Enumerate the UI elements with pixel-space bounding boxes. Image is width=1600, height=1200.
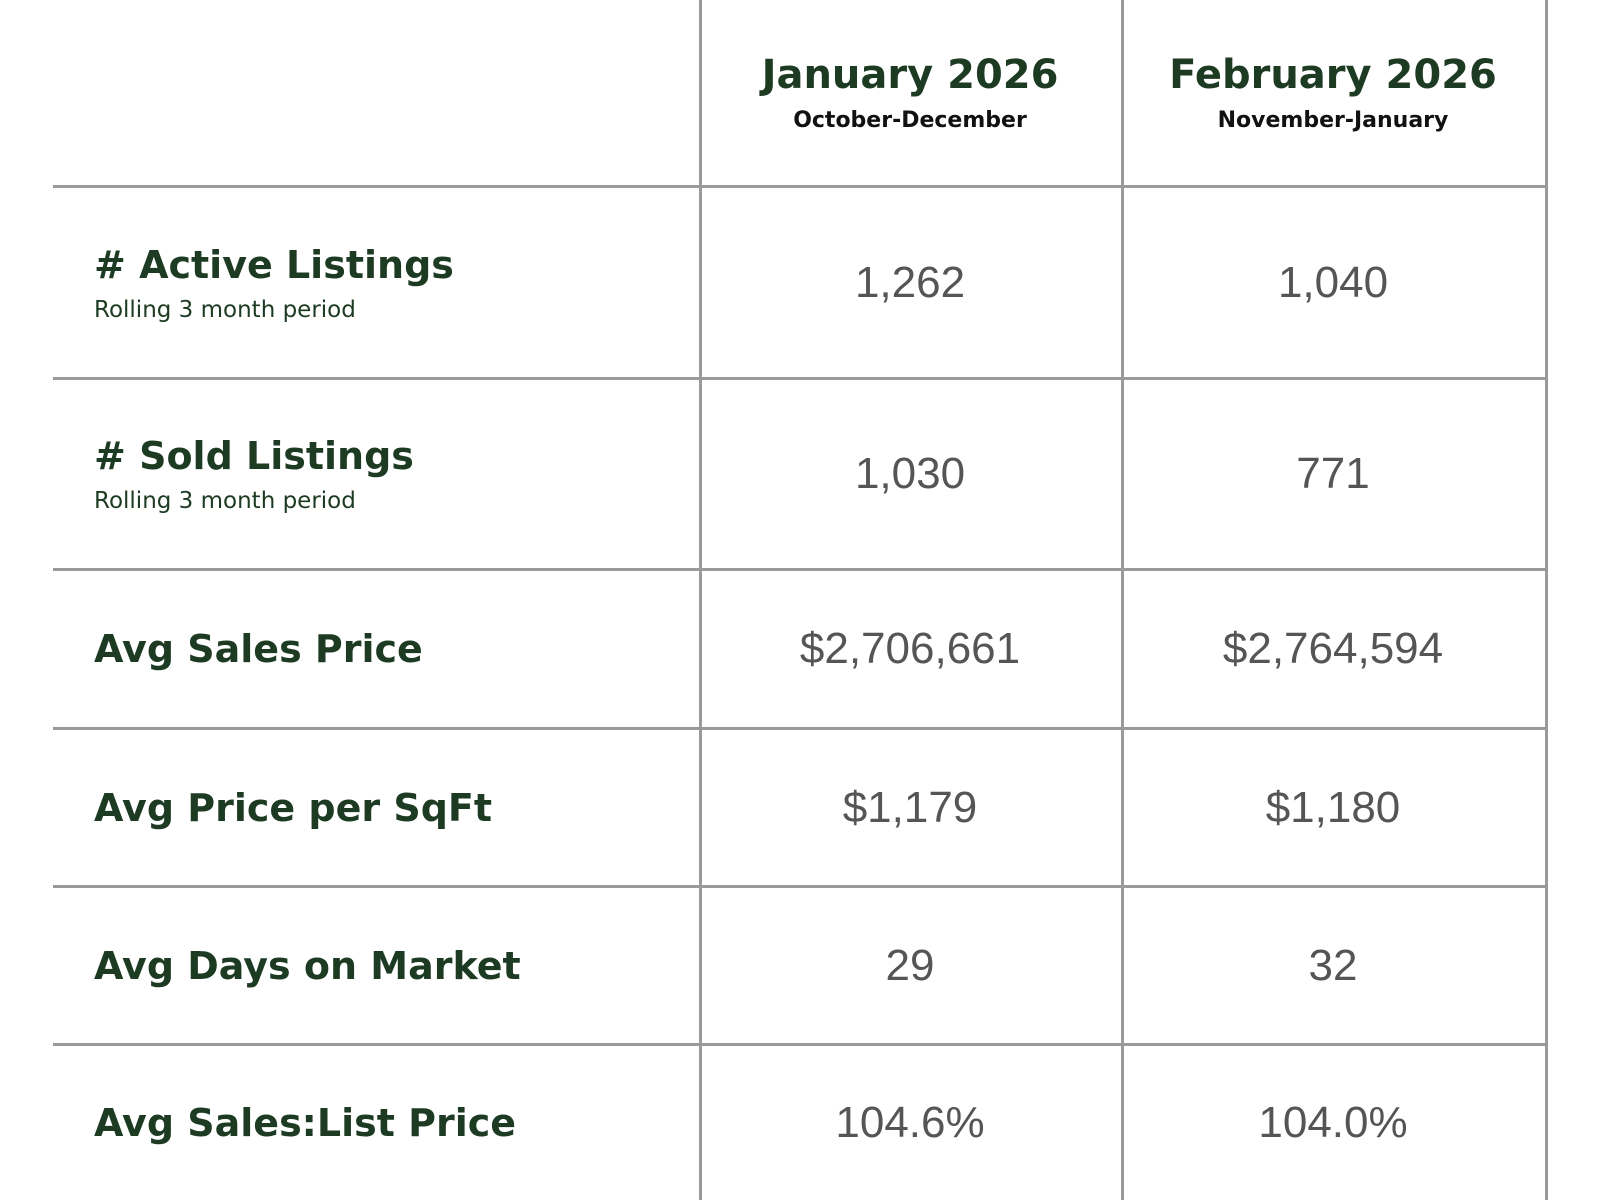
cell-value: 104.0% [1258, 1098, 1408, 1147]
cell-value: 1,030 [854, 449, 966, 498]
cell-value: 1,262 [854, 257, 966, 307]
row-label: Avg Days on Market [94, 943, 521, 988]
row-header: Avg Sales:List Price [94, 1046, 684, 1200]
column-divider [699, 0, 702, 1200]
table-cell: 1,262 [699, 188, 1121, 377]
column-title: January 2026 [761, 52, 1059, 98]
row-divider [53, 377, 1547, 380]
column-header: January 2026 October-December [699, 0, 1121, 185]
cell-value: $2,706,661 [799, 624, 1021, 673]
table-cell: $1,180 [1121, 730, 1545, 885]
row-label: Avg Sales Price [94, 627, 423, 671]
row-label: Avg Price per SqFt [94, 785, 493, 830]
column-divider [1121, 0, 1124, 1200]
row-header: Avg Days on Market [94, 888, 684, 1043]
table-cell: 771 [1121, 380, 1545, 568]
table-cell: $2,706,661 [699, 571, 1121, 727]
table-cell: 104.6% [699, 1046, 1121, 1200]
cell-value: 32 [1308, 940, 1358, 990]
row-note: Rolling 3 month period [94, 488, 356, 514]
row-divider [53, 885, 1547, 888]
cell-value: $1,179 [842, 782, 978, 832]
cell-value: $2,764,594 [1222, 624, 1444, 673]
table-cell: 1,040 [1121, 188, 1545, 377]
row-divider [53, 568, 1547, 571]
row-header: Avg Price per SqFt [94, 730, 684, 885]
row-header: # Active Listings Rolling 3 month period [94, 188, 684, 377]
column-divider [1545, 0, 1548, 1200]
row-note: Rolling 3 month period [94, 296, 356, 323]
table-cell: $2,764,594 [1121, 571, 1545, 727]
cell-value: 104.6% [835, 1098, 985, 1147]
table-cell: 104.0% [1121, 1046, 1545, 1200]
table-cell: 1,030 [699, 380, 1121, 568]
column-header: February 2026 November-January [1121, 0, 1545, 185]
row-header: Avg Sales Price [94, 571, 684, 727]
cell-value: 1,040 [1277, 257, 1389, 307]
row-label: Avg Sales:List Price [94, 1101, 517, 1145]
table-cell: 32 [1121, 888, 1545, 1043]
cell-value: $1,180 [1265, 782, 1401, 832]
table-cell: 29 [699, 888, 1121, 1043]
row-divider [53, 1043, 1547, 1046]
column-subtitle: November-January [1217, 108, 1449, 133]
row-header: # Sold Listings Rolling 3 month period [94, 380, 684, 568]
row-divider [53, 185, 1547, 188]
cell-value: 771 [1296, 449, 1370, 498]
column-subtitle: October-December [793, 108, 1027, 133]
row-label: # Active Listings [94, 242, 454, 287]
cell-value: 29 [885, 940, 935, 990]
row-divider [53, 727, 1547, 730]
row-label: # Sold Listings [94, 434, 414, 478]
column-title: February 2026 [1169, 52, 1497, 98]
table-cell: $1,179 [699, 730, 1121, 885]
